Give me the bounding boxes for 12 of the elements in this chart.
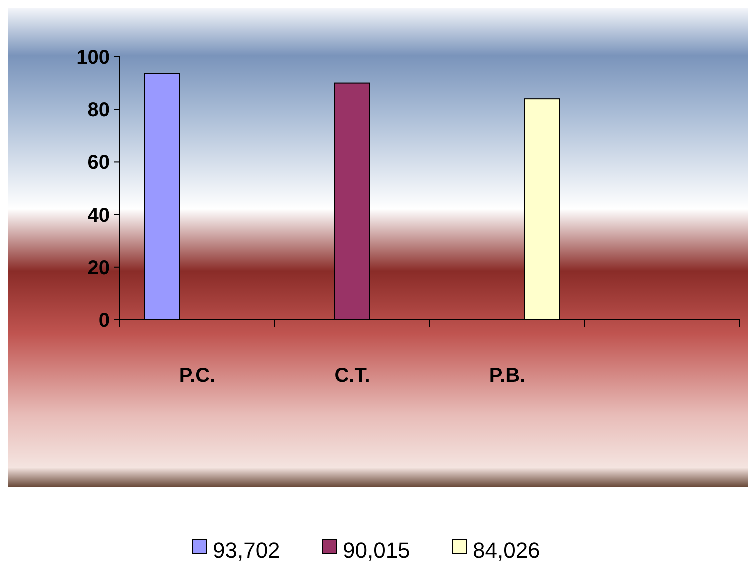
- y-tick-label: 20: [88, 257, 110, 280]
- x-tick-label: P.C.: [179, 365, 216, 387]
- legend-label: 90,015: [343, 538, 410, 563]
- y-tick-label: 100: [76, 47, 110, 69]
- legend-label: 93,702: [213, 538, 280, 563]
- y-tick-label: 60: [88, 152, 110, 174]
- y-tick-label: 40: [88, 204, 110, 227]
- y-tick-label: 80: [88, 100, 110, 122]
- x-tick-label: C.T.: [334, 365, 370, 387]
- y-tick-label: 0: [98, 310, 110, 332]
- x-tick-label: P.B.: [489, 365, 526, 387]
- legend-label: 84,026: [473, 538, 540, 563]
